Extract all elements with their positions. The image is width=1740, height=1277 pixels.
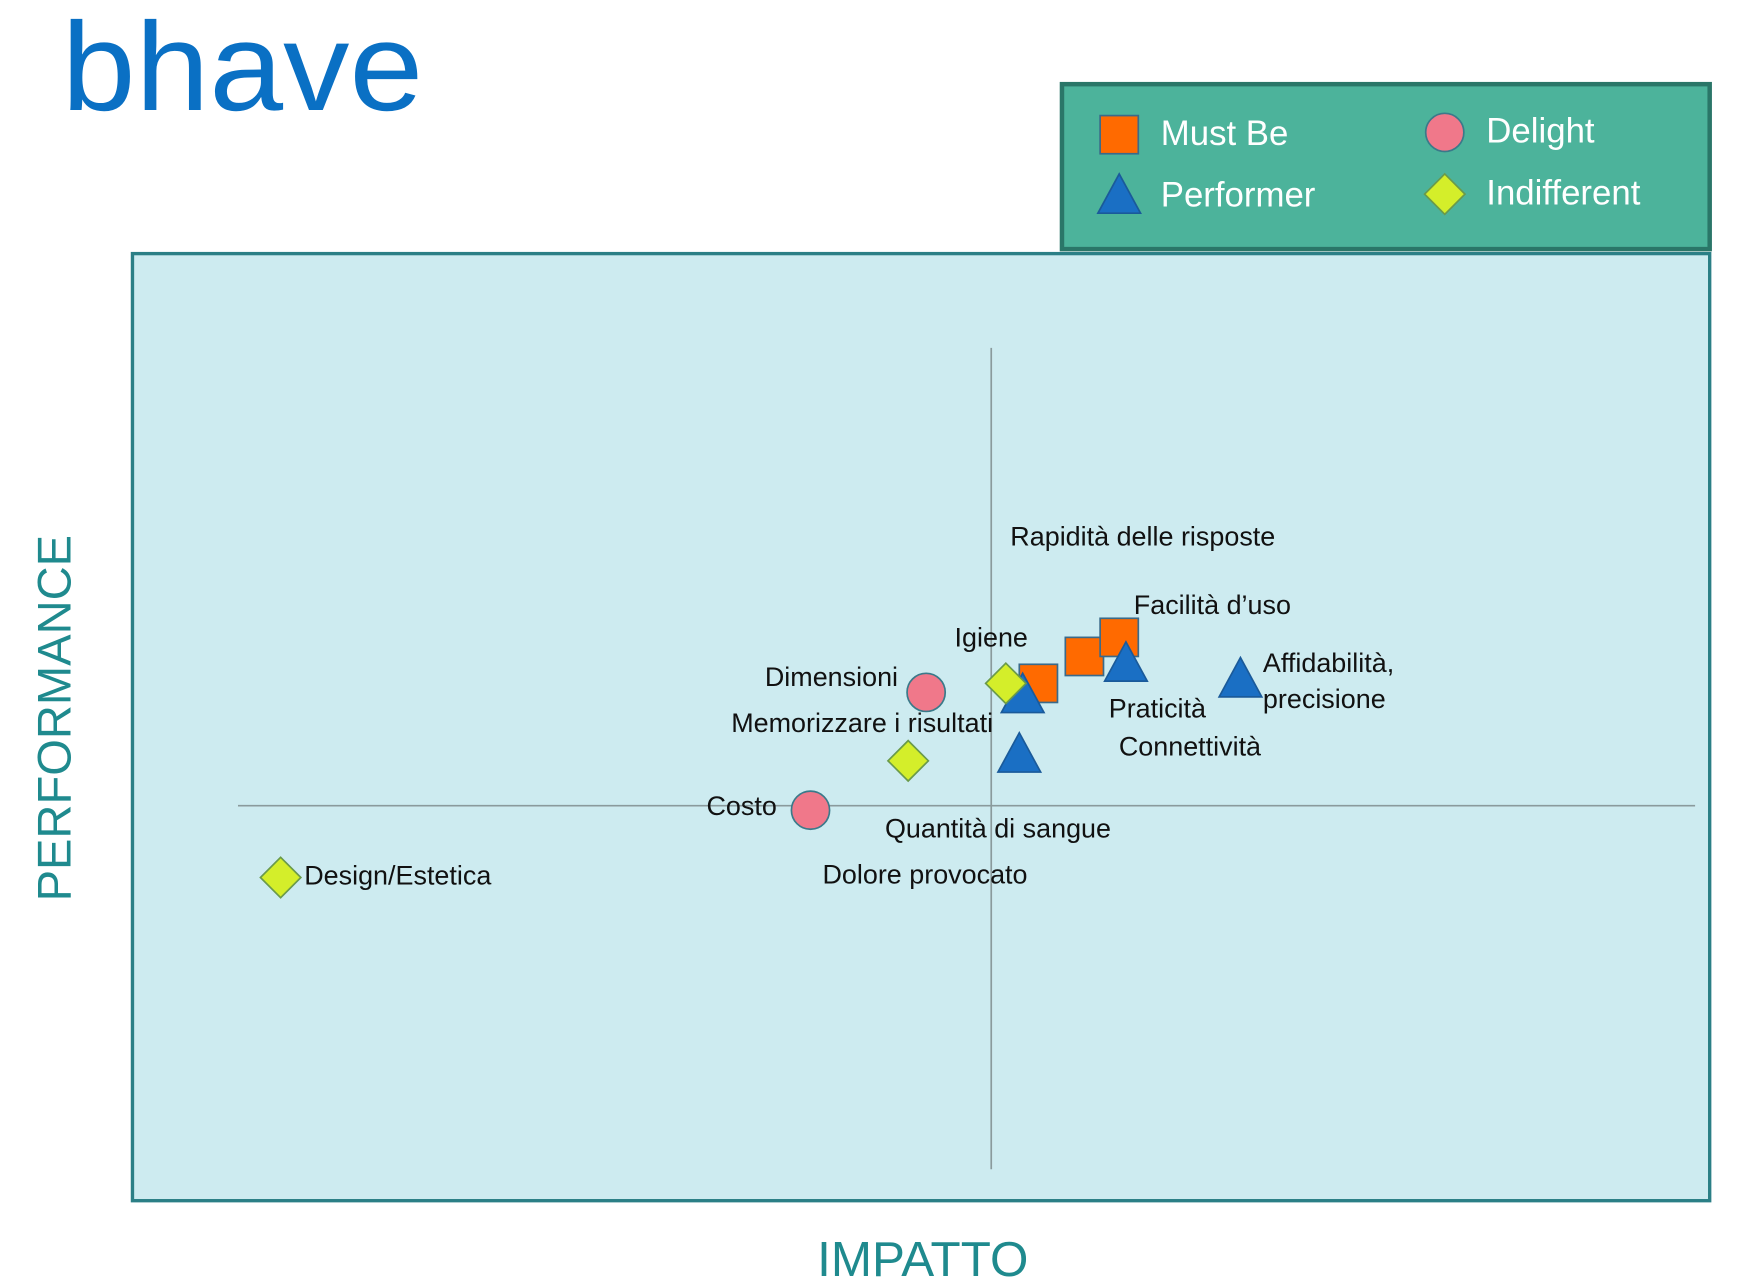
legend-label: Performer <box>1161 177 1316 215</box>
point <box>906 672 947 713</box>
legend-label: Must Be <box>1161 115 1289 153</box>
point <box>1064 636 1105 677</box>
legend-label: Indifferent <box>1486 174 1640 212</box>
x-axis-label: IMPATTO <box>817 1232 1028 1277</box>
point-label: Costo <box>706 791 776 821</box>
legend-marker <box>1423 172 1467 216</box>
legend-marker <box>1096 172 1142 215</box>
point <box>996 730 1043 773</box>
point-label: Affidabilità, precisione <box>1262 648 1395 715</box>
legend-marker <box>1099 114 1140 155</box>
point-label: Rapidità delle risposte <box>1010 522 1275 552</box>
point-label: Connettività <box>1119 732 1261 762</box>
point <box>259 856 303 899</box>
legend <box>1059 81 1712 252</box>
point-label: Memorizzare i risultati <box>731 708 993 738</box>
point-label: Igiene <box>955 623 1028 653</box>
point-label: Praticità <box>1109 693 1206 723</box>
y-axis-label: PERFORMANCE <box>28 535 81 901</box>
point <box>1217 655 1264 698</box>
point-label: Dolore provocato <box>822 860 1027 890</box>
point-label: Facilità d’uso <box>1134 590 1291 620</box>
point-label: Quantità di sangue <box>885 813 1111 843</box>
point-label: Dimensioni <box>765 662 898 692</box>
logo: bhave <box>62 0 423 137</box>
point <box>1099 617 1140 658</box>
point <box>1103 640 1149 682</box>
point-label: Design/Estetica <box>304 861 491 891</box>
point-label-text: Affidabilità, precisione <box>1262 648 1395 715</box>
point <box>886 739 930 783</box>
point <box>790 790 831 831</box>
plot-area <box>130 251 1712 1203</box>
legend-label: Delight <box>1486 113 1595 151</box>
point <box>984 661 1028 705</box>
legend-marker <box>1424 112 1465 153</box>
